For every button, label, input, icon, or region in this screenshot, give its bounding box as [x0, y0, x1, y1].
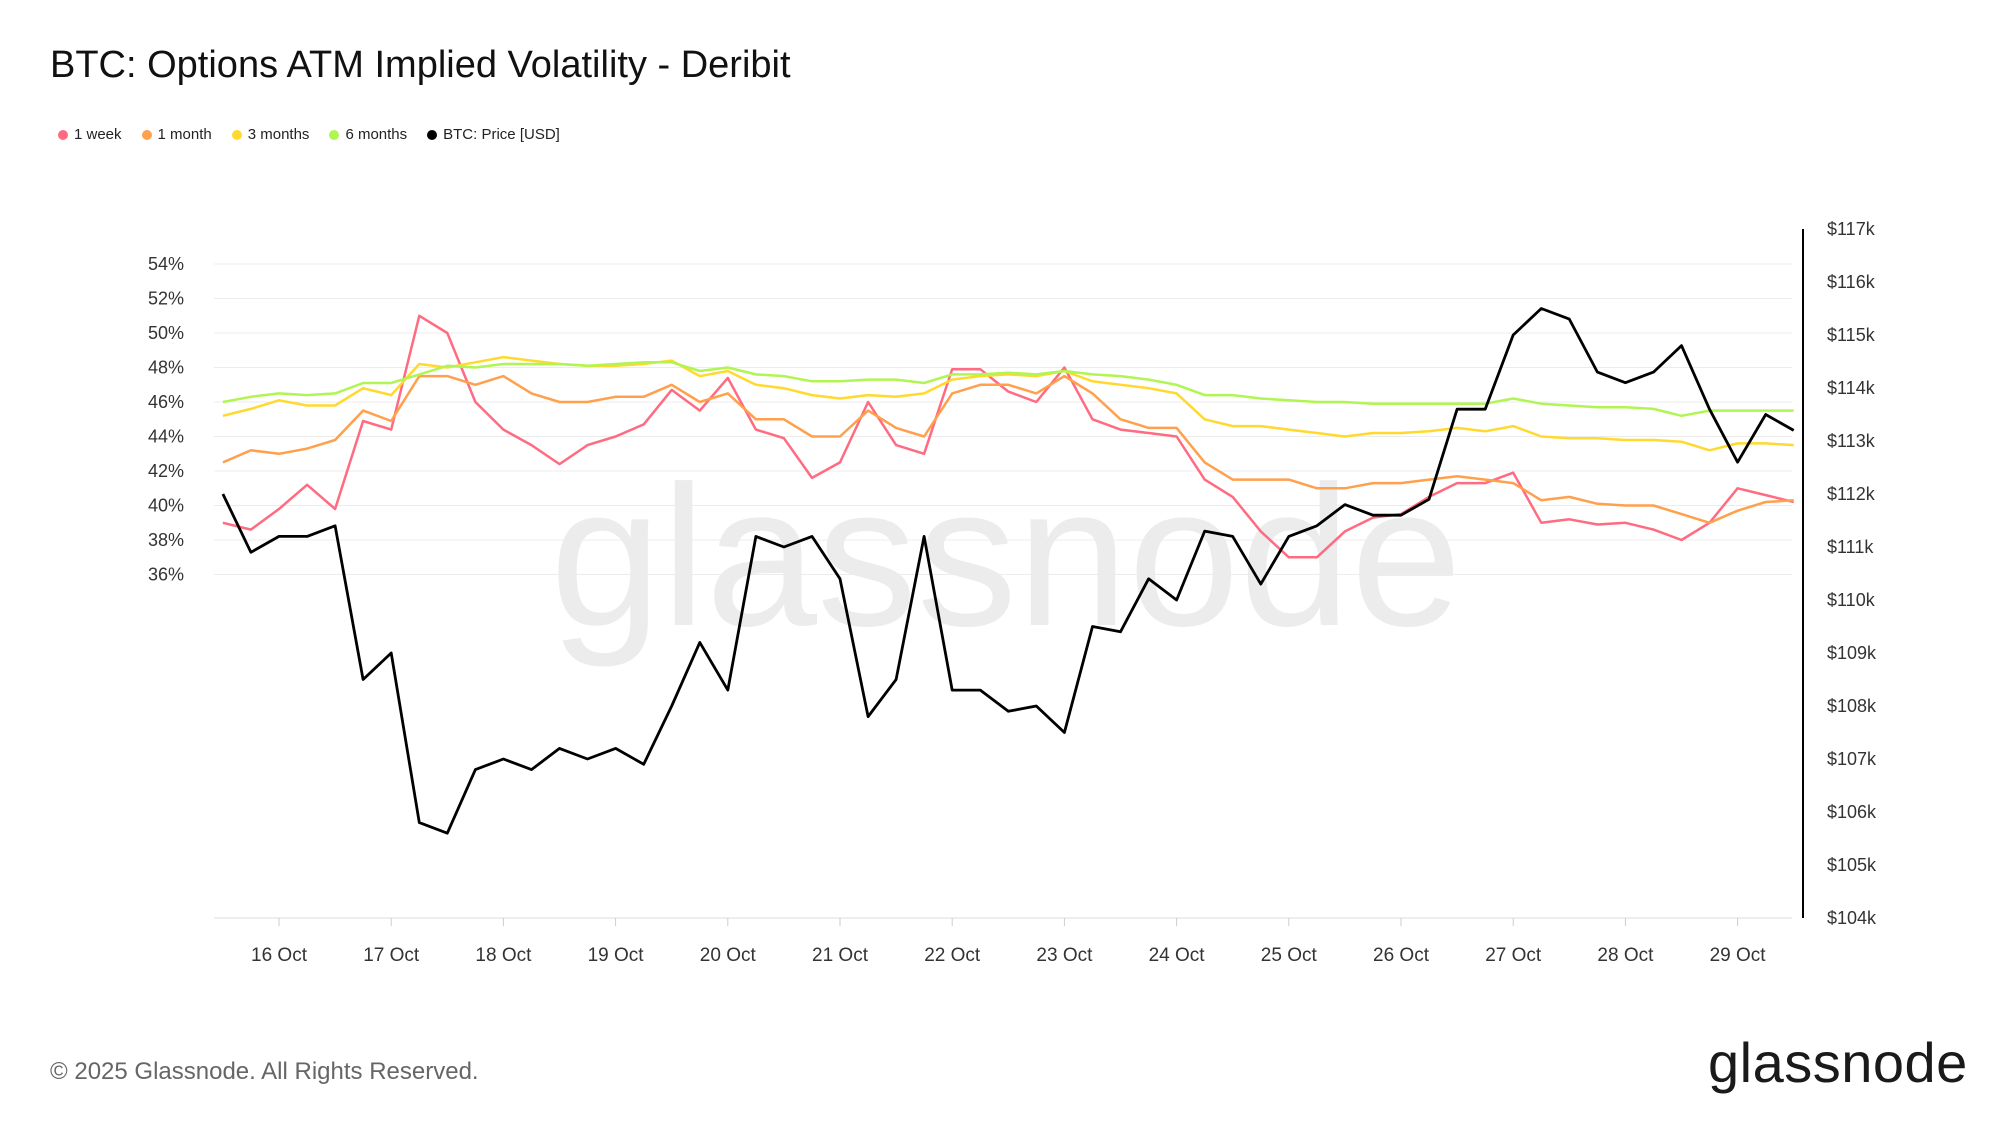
legend-item[interactable]: 1 month — [141, 126, 212, 143]
series-line-1-month — [222, 374, 1794, 525]
series-line-btc-price-usd- — [221, 307, 1795, 835]
y-left-tick-label: 40% — [148, 496, 184, 516]
x-tick-label: 26 Oct — [1373, 945, 1430, 966]
y-right-tick-label: $111k — [1827, 537, 1874, 557]
legend-dot-icon — [427, 129, 438, 140]
legend-item[interactable]: 3 months — [231, 126, 310, 143]
series-line-6-months — [222, 361, 1794, 418]
y-left-tick-label: 52% — [148, 289, 184, 309]
legend: 1 week 1 month 3 months 6 months BTC: Price … — [58, 126, 560, 143]
legend-dot-icon — [141, 129, 152, 140]
y-right-tick-label: $112k — [1827, 484, 1876, 504]
y-right-tick-label: $110k — [1827, 590, 1876, 610]
x-tick-label: 18 Oct — [475, 945, 532, 966]
y-right-tick-label: $114k — [1827, 378, 1876, 398]
y-right-tick-label: $104k — [1827, 908, 1877, 928]
x-tick-label: 20 Oct — [700, 945, 757, 966]
y-right-tick-label: $108k — [1827, 696, 1877, 716]
legend-item[interactable]: BTC: Price [USD] — [427, 126, 560, 143]
y-left-tick-label: 44% — [148, 427, 184, 447]
y-right-tick-label: $117k — [1827, 219, 1876, 239]
legend-label: 1 month — [157, 126, 212, 143]
x-tick-label: 24 Oct — [1149, 945, 1206, 966]
y-right-tick-label: $116k — [1827, 272, 1876, 292]
legend-dot-icon — [329, 129, 340, 140]
x-tick-label: 22 Oct — [924, 945, 981, 966]
x-tick-label: 28 Oct — [1597, 945, 1654, 966]
legend-dot-icon — [58, 129, 68, 140]
legend-item[interactable]: 1 week — [58, 126, 122, 143]
x-tick-label: 23 Oct — [1036, 945, 1093, 966]
y-left-tick-label: 54% — [148, 254, 184, 274]
y-left-tick-label: 38% — [148, 530, 184, 550]
y-left-tick-label: 36% — [148, 565, 184, 585]
y-right-tick-label: $105k — [1827, 855, 1877, 875]
x-tick-label: 17 Oct — [363, 945, 420, 966]
y-right-tick-label: $107k — [1827, 749, 1877, 769]
y-right-tick-label: $109k — [1827, 643, 1877, 663]
y-left-tick-label: 48% — [148, 358, 184, 378]
x-tick-label: 21 Oct — [812, 945, 869, 966]
y-left-tick-label: 42% — [148, 461, 184, 481]
glassnode-logo: glassnode — [1708, 1031, 1968, 1094]
series-line-3-months — [222, 355, 1794, 452]
x-tick-label: 27 Oct — [1485, 945, 1542, 966]
legend-label: BTC: Price [USD] — [443, 126, 560, 143]
y-right-tick-label: $106k — [1827, 802, 1877, 822]
legend-dot-icon — [231, 129, 242, 140]
series-line-1-week — [222, 314, 1794, 559]
y-right-tick-label: $113k — [1827, 431, 1876, 451]
legend-label: 1 week — [74, 126, 122, 143]
x-tick-label: 19 Oct — [588, 945, 645, 966]
legend-label: 6 months — [345, 126, 408, 143]
x-tick-label: 25 Oct — [1261, 945, 1318, 966]
y-left-tick-label: 46% — [148, 392, 184, 412]
x-tick-label: 16 Oct — [251, 945, 308, 966]
watermark: glassnode — [550, 445, 1462, 668]
x-tick-label: 29 Oct — [1710, 945, 1767, 966]
legend-label: 3 months — [247, 126, 310, 143]
y-right-tick-label: $115k — [1827, 325, 1876, 345]
copyright: © 2025 Glassnode. All Rights Reserved. — [50, 1058, 479, 1085]
legend-item[interactable]: 6 months — [329, 126, 407, 143]
y-left-tick-label: 50% — [148, 323, 184, 343]
chart-title: BTC: Options ATM Implied Volatility - De… — [50, 44, 791, 86]
